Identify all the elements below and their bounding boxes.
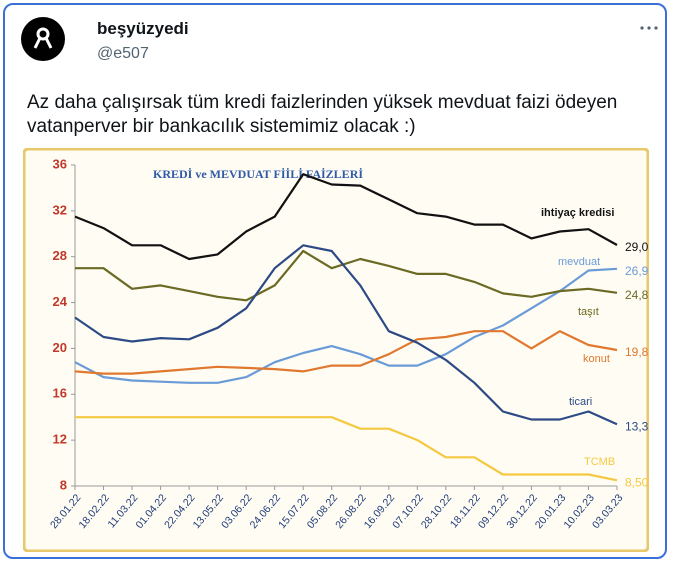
- series-name: TCMB: [584, 456, 615, 468]
- series-line: [75, 249, 618, 302]
- series-line: [74, 244, 618, 426]
- y-tick-label: 36: [53, 156, 67, 171]
- user-handle[interactable]: @e507: [97, 45, 149, 62]
- series-line: [74, 267, 618, 384]
- user-name[interactable]: beşyüzyedi: [97, 19, 189, 38]
- series-name: taşıt: [578, 306, 599, 318]
- series-line: [74, 173, 618, 261]
- series-line: [74, 330, 618, 375]
- value-label: 8,50: [625, 475, 649, 489]
- tweet-text: Az daha çalışırsak tüm kredi faizlerinde…: [27, 92, 618, 137]
- chart: KREDİ ve MEVDUAT FİİLİ FAİZLERİ 8 12 16 20 2…: [23, 148, 649, 552]
- y-tick-label: 12: [53, 432, 67, 447]
- value-label: 13,39: [625, 419, 649, 433]
- more-button[interactable]: [639, 25, 659, 31]
- y-tick-label: 32: [53, 202, 67, 217]
- value-label: 26,95: [625, 264, 649, 278]
- tweet-card: beşyüzyedi @e507 Az daha çalışırsak tüm …: [3, 3, 667, 559]
- y-tick-label: 16: [53, 386, 67, 401]
- series-name: ihtiyaç kredisi: [541, 207, 614, 219]
- y-tick-label: 28: [53, 248, 67, 263]
- chart-title: KREDİ ve MEVDUAT FİİLİ FAİZLERİ: [153, 167, 363, 181]
- series-name: konut: [583, 353, 610, 365]
- value-label: 29,02: [625, 240, 649, 254]
- value-label: 24,85: [625, 288, 649, 302]
- series-line: [75, 416, 618, 482]
- value-label: 19,86: [625, 345, 649, 359]
- series-name: ticari: [569, 396, 592, 408]
- y-tick-label: 8: [60, 477, 67, 492]
- y-tick-label: 24: [53, 294, 68, 309]
- avatar[interactable]: [21, 17, 65, 61]
- y-tick-label: 20: [53, 340, 67, 355]
- series-name: mevduat: [558, 256, 600, 268]
